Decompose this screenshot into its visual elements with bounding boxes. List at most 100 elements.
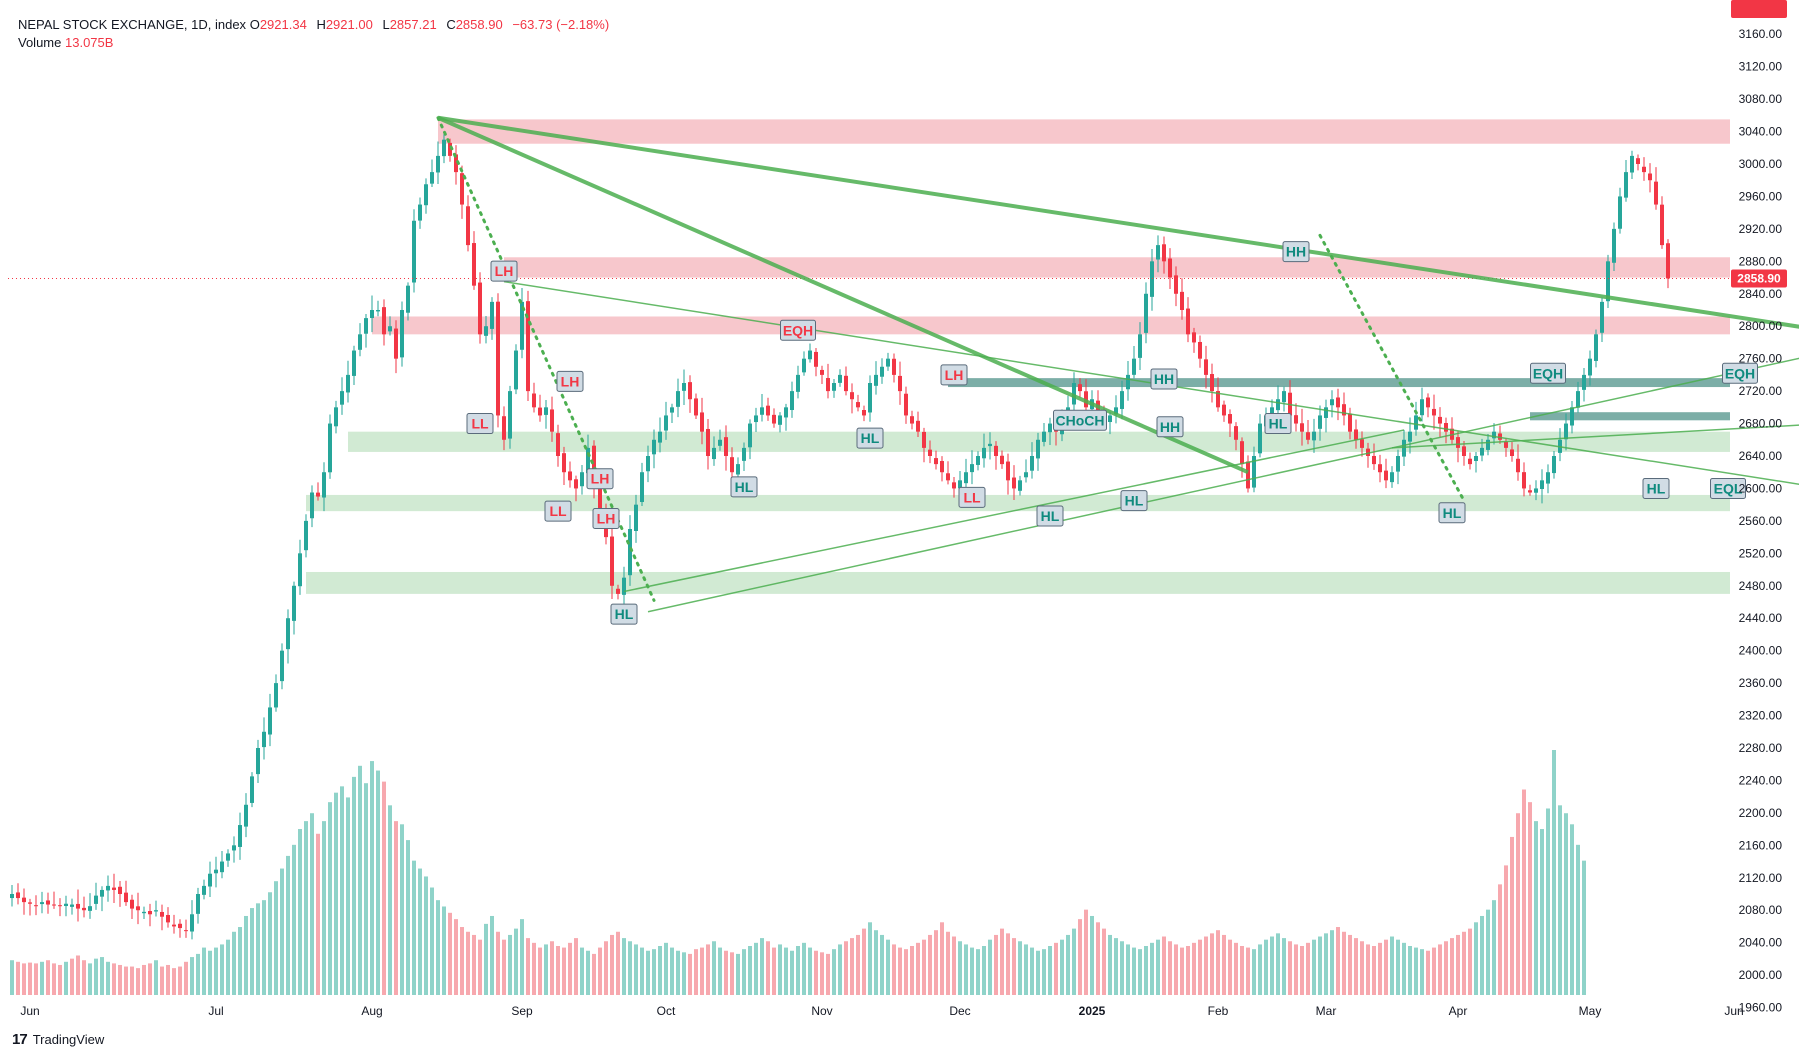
volume-bar	[1336, 927, 1340, 995]
volume-bar	[58, 964, 62, 995]
volume-bar	[1456, 934, 1460, 995]
candle	[844, 366, 848, 396]
candle-body	[1552, 456, 1556, 474]
candle	[1204, 345, 1208, 389]
volume-bar	[658, 946, 662, 995]
candle-body	[1570, 407, 1574, 426]
candle-body	[1486, 439, 1490, 450]
volume-bar	[1372, 946, 1376, 995]
candle-body	[664, 415, 668, 431]
candle-body	[874, 374, 878, 386]
volume-bar	[172, 968, 176, 995]
volume-bar	[748, 946, 752, 995]
volume-bar	[550, 941, 554, 995]
structure-tag: LH	[592, 507, 620, 529]
candle-body	[1336, 397, 1340, 408]
candle-body	[70, 904, 74, 907]
volume-bar	[274, 881, 278, 995]
candle-body	[748, 423, 752, 448]
low-label: L	[382, 17, 390, 32]
candle	[1510, 442, 1514, 462]
candle-body	[262, 731, 266, 748]
candle	[1528, 484, 1532, 496]
candle	[1300, 408, 1304, 446]
candle	[832, 379, 836, 398]
symbol-name[interactable]: NEPAL STOCK EXCHANGE, 1D, index	[18, 17, 247, 32]
time-axis[interactable]: Jun Jul Aug Sep Oct Nov Dec 2025 Feb Mar Apr May Jun…	[20, 1004, 1799, 1018]
candle	[658, 417, 662, 453]
volume-bar	[928, 934, 932, 995]
candle-body	[1378, 464, 1382, 473]
volume-bar	[280, 868, 284, 995]
candle	[1180, 278, 1184, 320]
candle-body	[124, 892, 128, 903]
candle	[646, 445, 650, 483]
volume-bar	[1048, 946, 1052, 995]
candle-body	[292, 585, 296, 621]
candle-body	[178, 923, 182, 929]
structure-tag: HH	[1156, 416, 1184, 438]
candle	[1546, 464, 1550, 494]
volume-bar	[1036, 950, 1040, 995]
candle	[202, 879, 206, 900]
candle-body	[814, 351, 818, 367]
structure-tag-box	[940, 364, 968, 386]
volume-bar	[88, 963, 92, 995]
volume-bar	[838, 944, 842, 995]
candle	[766, 397, 770, 421]
candle-body	[1342, 404, 1346, 416]
candle	[1234, 422, 1238, 451]
volume-bar	[856, 934, 860, 995]
candle-body	[418, 204, 422, 221]
candle-body	[286, 618, 290, 650]
candle	[772, 408, 776, 428]
volume-bar	[298, 829, 302, 995]
volume-bar	[226, 939, 230, 995]
structure-tag-box	[544, 500, 572, 522]
candle-body	[328, 423, 332, 473]
candle-body	[1396, 456, 1400, 472]
structure-tag: EQH	[780, 319, 816, 341]
candle-body	[1666, 243, 1670, 279]
candle-body	[1618, 196, 1622, 229]
volume-bar	[1396, 939, 1400, 995]
candle-body	[1180, 291, 1184, 310]
candle-body	[1222, 404, 1226, 416]
candle-body	[268, 707, 272, 735]
volume-bar	[1318, 936, 1322, 995]
candle	[214, 856, 218, 888]
volume-label[interactable]: Volume	[18, 35, 62, 50]
candle-body	[1204, 359, 1208, 375]
candle-body	[1168, 258, 1172, 278]
tradingview-branding[interactable]: 17 TradingView	[12, 1031, 104, 1048]
volume-bar	[1306, 942, 1310, 995]
candle	[664, 401, 668, 440]
volume-bar	[1012, 938, 1016, 995]
candle-body	[1432, 408, 1436, 416]
price-axis[interactable]: 3160.00 3120.00 3080.00 3040.00 3000.00 2960.…	[1731, 0, 1787, 1015]
candle-body	[1108, 415, 1112, 423]
candle-body	[1330, 399, 1334, 406]
volume-bar	[136, 968, 140, 995]
high-value: 2921.00	[325, 17, 373, 32]
volume-bar	[1528, 802, 1532, 995]
candle-body	[250, 776, 254, 803]
volume-bar	[904, 949, 908, 995]
candle	[544, 400, 548, 429]
candle-body	[838, 374, 842, 383]
volume-bar	[178, 966, 182, 995]
volume-bar	[526, 938, 530, 995]
candle	[76, 889, 80, 922]
candle	[82, 896, 86, 918]
candle	[1516, 444, 1520, 481]
support-zone-2590	[306, 494, 1730, 512]
candle-body	[1576, 391, 1580, 408]
volume-bar	[688, 953, 692, 995]
structure-tag: EQH	[1722, 362, 1758, 384]
candle-body	[646, 456, 650, 472]
volume-bar	[580, 947, 584, 995]
structure-tag-label: HL	[861, 430, 880, 446]
candle	[928, 440, 932, 464]
candle-body	[52, 904, 56, 906]
